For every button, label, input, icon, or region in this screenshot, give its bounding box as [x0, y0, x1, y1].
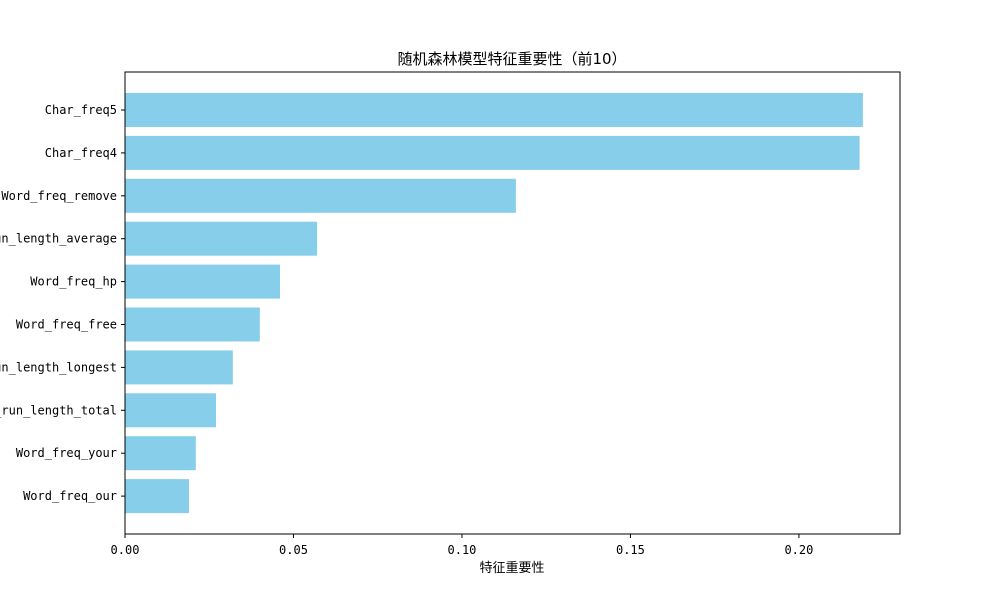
y-tick-label: Word_freq_your [16, 446, 117, 460]
x-tick-label: 0.15 [616, 543, 645, 557]
bar-capital-run-length-total [125, 393, 216, 428]
x-tick-label: 0.10 [448, 543, 477, 557]
plot-frame [124, 71, 901, 535]
y-tick-label: Char_freq5 [45, 103, 117, 117]
bar-char-freq5 [125, 93, 863, 127]
y-tick-label: Word_freq_hp [30, 275, 117, 289]
x-tick-label: 0.05 [279, 543, 308, 557]
y-tick-label: Char_freq4 [45, 146, 117, 160]
bar-char-freq4 [125, 135, 860, 170]
y-tick-label: Word_freq_remove [1, 189, 117, 203]
bar-capital-run-length-average [125, 221, 318, 256]
x-tick-label: 0.00 [111, 543, 140, 557]
bar-word-freq-free [125, 307, 260, 342]
bar-word-freq-our [125, 479, 189, 514]
y-tick-label: Capital_run_length_total [0, 403, 117, 417]
x-axis-label: 特征重要性 [479, 560, 544, 576]
x-tick-label: 0.20 [784, 543, 813, 557]
y-tick-label: Capital_run_length_longest [0, 360, 117, 374]
bars-layer [125, 93, 863, 514]
bar-word-freq-hp [125, 264, 280, 299]
bar-word-freq-your [125, 436, 196, 471]
y-axis-ticks: Char_freq5 Char_freq4 Word_freq_remove Capi… [0, 103, 125, 503]
y-tick-label: Word_freq_our [23, 489, 117, 503]
y-tick-label: Capital_run_length_average [0, 232, 117, 246]
chart-title: 随机森林模型特征重要性（前10） [397, 50, 626, 68]
y-tick-label: Word_freq_free [16, 318, 117, 332]
bar-capital-run-length-longest [125, 350, 233, 385]
bar-word-freq-remove [125, 178, 516, 213]
x-axis-ticks: 0.00 0.05 0.10 0.15 0.20 [111, 534, 813, 557]
